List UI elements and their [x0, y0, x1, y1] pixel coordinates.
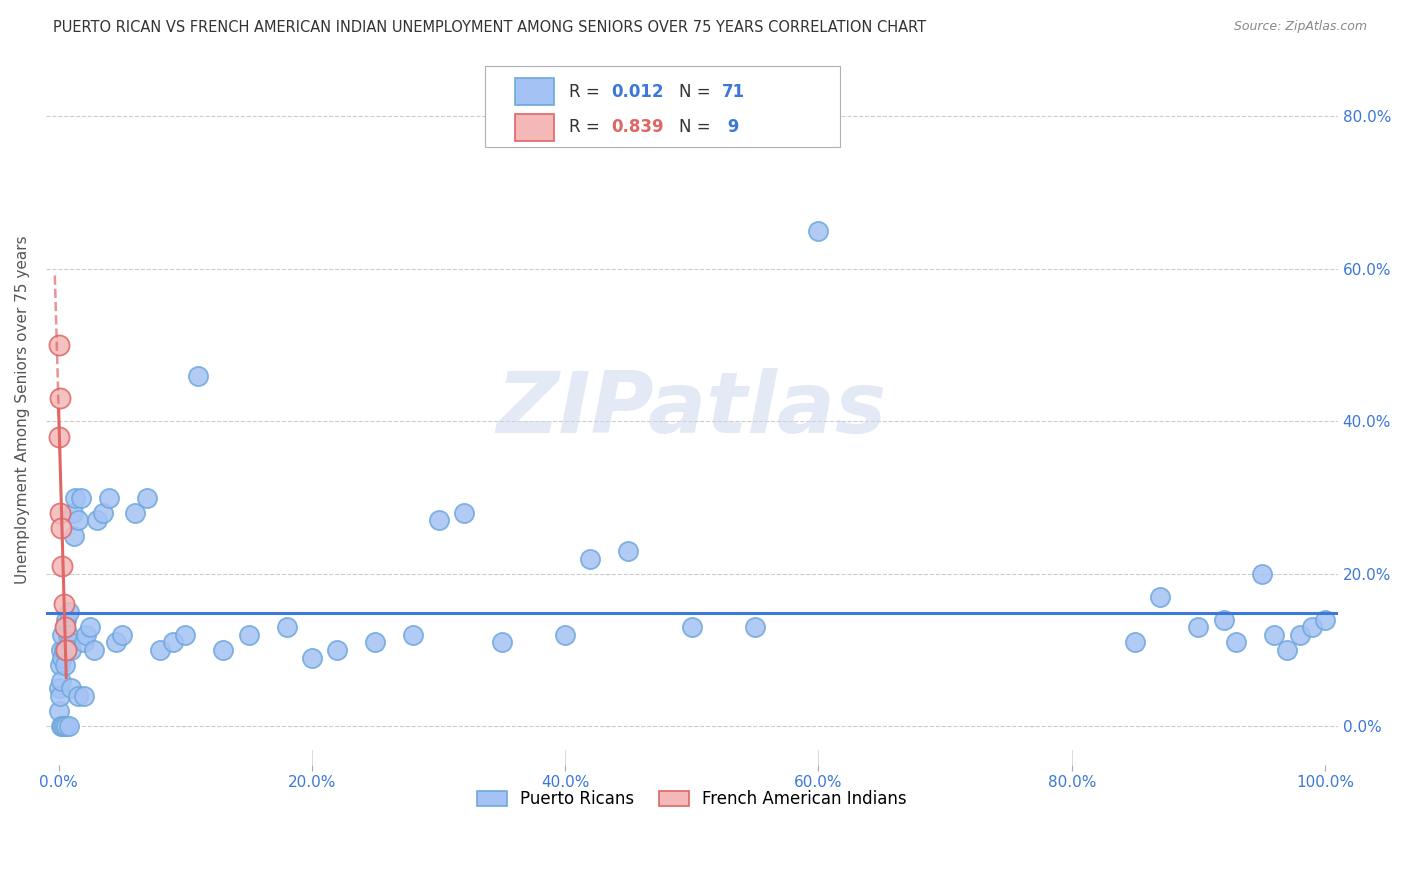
Point — [60, 681, 83, 696]
Point — [73, 635, 96, 649]
Point — [136, 491, 159, 505]
Point — [56, 628, 79, 642]
Point — [51, 628, 73, 642]
Point — [52, 719, 75, 733]
Text: N =: N = — [679, 119, 716, 136]
Point — [491, 635, 513, 649]
Point — [48, 429, 70, 443]
Point — [63, 529, 86, 543]
Point — [104, 635, 127, 649]
Point — [98, 491, 121, 505]
Point — [554, 628, 576, 642]
Point — [62, 506, 84, 520]
Point — [1123, 635, 1146, 649]
Point — [51, 559, 73, 574]
FancyBboxPatch shape — [515, 114, 554, 141]
Point — [807, 223, 830, 237]
Point — [55, 613, 77, 627]
Text: 9: 9 — [721, 119, 740, 136]
Point — [579, 551, 602, 566]
Point — [53, 658, 76, 673]
Point — [79, 620, 101, 634]
Text: N =: N = — [679, 83, 716, 101]
Point — [49, 658, 72, 673]
Point — [86, 513, 108, 527]
Point — [49, 392, 72, 406]
Point — [58, 605, 80, 619]
Point — [1250, 566, 1272, 581]
Point — [364, 635, 387, 649]
Point — [1301, 620, 1323, 634]
Point — [1288, 628, 1310, 642]
Point — [1212, 613, 1234, 627]
Text: 0.012: 0.012 — [612, 83, 664, 101]
Point — [51, 673, 73, 688]
Text: R =: R = — [569, 83, 605, 101]
Point — [149, 643, 172, 657]
Point — [51, 643, 73, 657]
Point — [52, 643, 75, 657]
Point — [58, 719, 80, 733]
Point — [301, 650, 323, 665]
FancyBboxPatch shape — [515, 78, 554, 105]
Text: ZIPatlas: ZIPatlas — [496, 368, 887, 451]
Text: R =: R = — [569, 119, 605, 136]
Point — [53, 620, 76, 634]
Point — [402, 628, 425, 642]
Point — [66, 689, 89, 703]
Point — [453, 506, 475, 520]
Point — [52, 598, 75, 612]
Point — [55, 643, 77, 657]
Point — [51, 650, 73, 665]
Point — [1225, 635, 1247, 649]
Point — [162, 635, 184, 649]
Point — [51, 521, 73, 535]
Point — [1149, 590, 1171, 604]
Point — [73, 689, 96, 703]
Point — [111, 628, 134, 642]
Point — [53, 620, 76, 634]
Point — [48, 704, 70, 718]
Text: Source: ZipAtlas.com: Source: ZipAtlas.com — [1233, 20, 1367, 33]
Point — [49, 506, 72, 520]
Point — [124, 506, 146, 520]
FancyBboxPatch shape — [485, 66, 841, 147]
Point — [83, 643, 105, 657]
Point — [76, 628, 98, 642]
Point — [617, 544, 640, 558]
Point — [427, 513, 450, 527]
Legend: Puerto Ricans, French American Indians: Puerto Ricans, French American Indians — [468, 781, 915, 816]
Point — [326, 643, 349, 657]
Point — [276, 620, 298, 634]
Point — [1187, 620, 1209, 634]
Point — [49, 689, 72, 703]
Point — [212, 643, 235, 657]
Point — [744, 620, 766, 634]
Point — [187, 368, 209, 383]
Text: PUERTO RICAN VS FRENCH AMERICAN INDIAN UNEMPLOYMENT AMONG SENIORS OVER 75 YEARS : PUERTO RICAN VS FRENCH AMERICAN INDIAN U… — [53, 20, 927, 35]
Point — [70, 491, 93, 505]
Point — [48, 681, 70, 696]
Point — [238, 628, 260, 642]
Point — [1313, 613, 1336, 627]
Point — [59, 635, 82, 649]
Point — [48, 338, 70, 352]
Point — [51, 719, 73, 733]
Point — [51, 719, 73, 733]
Y-axis label: Unemployment Among Seniors over 75 years: Unemployment Among Seniors over 75 years — [15, 235, 30, 584]
Point — [681, 620, 703, 634]
Text: 0.839: 0.839 — [612, 119, 665, 136]
Point — [55, 719, 77, 733]
Point — [174, 628, 197, 642]
Point — [91, 506, 114, 520]
Point — [1263, 628, 1285, 642]
Point — [63, 491, 86, 505]
Point — [66, 513, 89, 527]
Point — [1275, 643, 1298, 657]
Text: 71: 71 — [721, 83, 745, 101]
Point — [60, 643, 83, 657]
